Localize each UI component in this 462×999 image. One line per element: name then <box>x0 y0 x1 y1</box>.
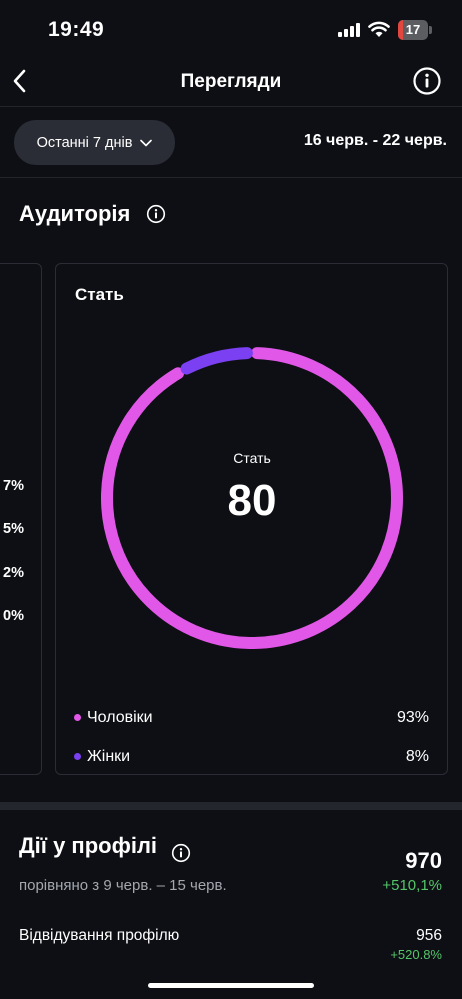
section-divider <box>0 802 462 810</box>
legend-value-men: 93% <box>396 709 429 726</box>
age-percent: 0% <box>3 608 24 624</box>
profile-actions-change: +510,1% <box>382 877 442 894</box>
back-button[interactable] <box>6 66 36 96</box>
compare-period: порівняно з 9 черв. – 15 черв. <box>19 877 227 894</box>
period-dropdown[interactable]: Останні 7 днів <box>14 120 175 165</box>
donut-center-value: 80 <box>227 476 277 525</box>
profile-visits-label: Відвідування профілю <box>19 927 180 944</box>
legend-dot-women <box>74 753 81 760</box>
legend-label-men: Чоловіки <box>87 709 153 726</box>
chevron-down-icon <box>140 139 153 146</box>
legend-label-women: Жінки <box>87 748 131 765</box>
profile-actions-title: Дії у профілі <box>19 833 158 858</box>
header-divider <box>0 106 462 107</box>
donut-center-label: Стать <box>233 450 271 466</box>
filter-divider <box>0 177 462 178</box>
age-card-partial[interactable] <box>0 263 42 775</box>
gender-card[interactable] <box>55 263 448 775</box>
profile-actions-total: 970 <box>405 848 442 873</box>
date-range: 16 черв. - 22 черв. <box>303 132 447 149</box>
info-button[interactable] <box>412 66 442 96</box>
gender-card-title: Стать <box>75 285 124 304</box>
period-label: Останні 7 днів <box>36 134 133 151</box>
age-percent: 2% <box>3 565 24 581</box>
audience-title: Аудиторія <box>19 201 131 226</box>
profile-visits-value: 956 <box>416 927 442 944</box>
donut-segment-women <box>101 346 403 649</box>
battery-level: 17 <box>405 22 421 37</box>
wifi-icon <box>368 21 390 37</box>
gender-donut-chart <box>101 346 403 649</box>
status-time: 19:49 <box>48 18 105 41</box>
page-title: Перегляди <box>180 71 282 92</box>
age-percent: 5% <box>3 521 24 537</box>
donut-segment-men <box>101 347 403 649</box>
home-indicator[interactable] <box>148 983 314 988</box>
cellular-signal-icon <box>338 23 360 37</box>
legend-value-women: 8% <box>405 748 429 765</box>
info-icon[interactable] <box>171 843 191 863</box>
battery-icon: 17 <box>398 20 432 40</box>
legend-dot-men <box>74 714 81 721</box>
info-icon[interactable] <box>146 204 166 224</box>
profile-visits-change: +520.8% <box>390 947 442 962</box>
battery-fill <box>398 20 404 40</box>
age-percent: 7% <box>3 478 24 494</box>
